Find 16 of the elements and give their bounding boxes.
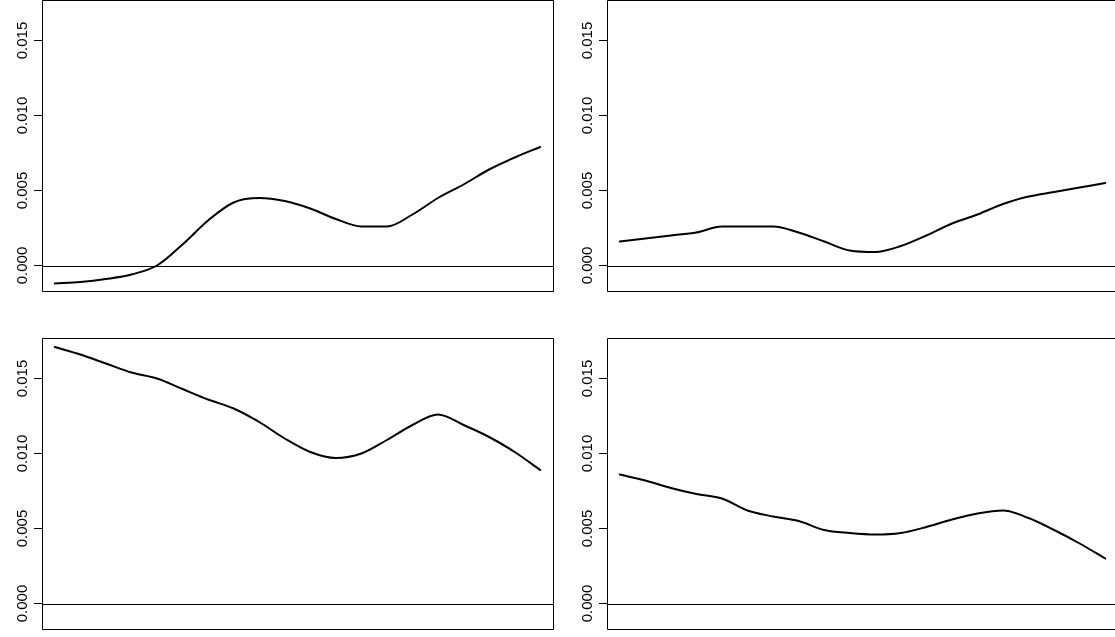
y-tick-label: 0.000 [577, 584, 595, 623]
y-tick-label: 0.015 [12, 21, 30, 60]
y-tick-label: 0.010 [12, 96, 30, 135]
y-tick-label: 0.000 [12, 584, 30, 623]
y-tick-label: 0.000 [577, 246, 595, 285]
y-tick-label: 0.010 [12, 434, 30, 473]
y-tick-label: 0.005 [577, 509, 595, 548]
y-tick-label: 0.015 [12, 359, 30, 398]
y-tick-label: 0.010 [577, 96, 595, 135]
y-tick-label: 0.015 [577, 359, 595, 398]
y-tick-label: 0.015 [577, 21, 595, 60]
y-tick-label: 0.000 [12, 246, 30, 285]
y-tick-label: 0.005 [12, 171, 30, 210]
y-tick-label: 0.005 [12, 509, 30, 548]
y-tick-label: 0.010 [577, 434, 595, 473]
y-tick-label: 0.005 [577, 171, 595, 210]
